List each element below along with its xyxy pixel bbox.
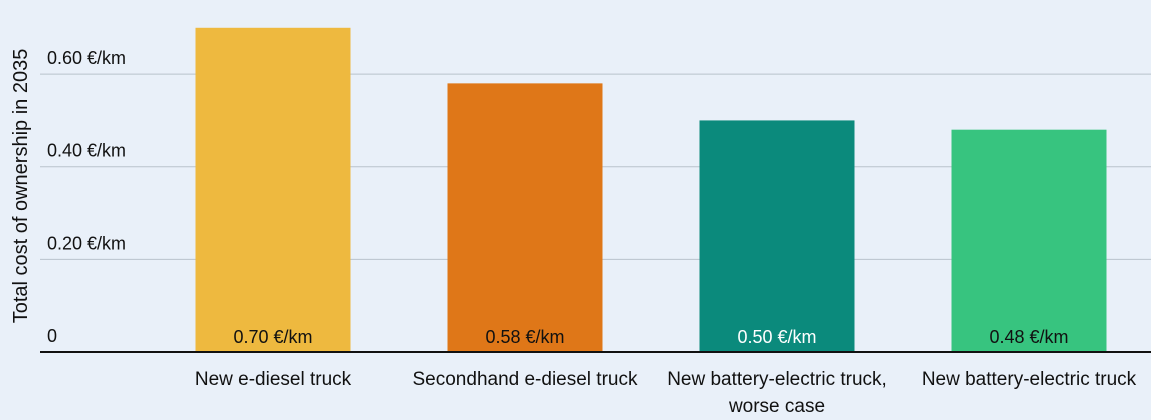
- y-tick-label: 0: [47, 326, 57, 346]
- bar: [195, 27, 351, 352]
- bar: [699, 120, 855, 352]
- x-tick-label: New battery-electric truck, worse case: [667, 369, 887, 417]
- value-label: 0.50 €/km: [737, 327, 816, 347]
- value-label: 0.48 €/km: [989, 327, 1068, 347]
- x-tick-label: New e-diesel truck: [194, 369, 352, 390]
- bar: [951, 129, 1107, 352]
- value-label: 0.70 €/km: [233, 327, 312, 347]
- value-label: 0.58 €/km: [485, 327, 564, 347]
- x-tick-label: Secondhand e-diesel truck: [412, 369, 638, 390]
- bar: [447, 83, 603, 353]
- y-tick-label: 0.40 €/km: [47, 141, 126, 161]
- y-axis-title: Total cost of ownership in 2035: [10, 49, 32, 324]
- y-tick-label: 0.60 €/km: [47, 48, 126, 68]
- y-tick-label: 0.20 €/km: [47, 233, 126, 253]
- x-tick-label: New battery-electric truck: [921, 369, 1137, 390]
